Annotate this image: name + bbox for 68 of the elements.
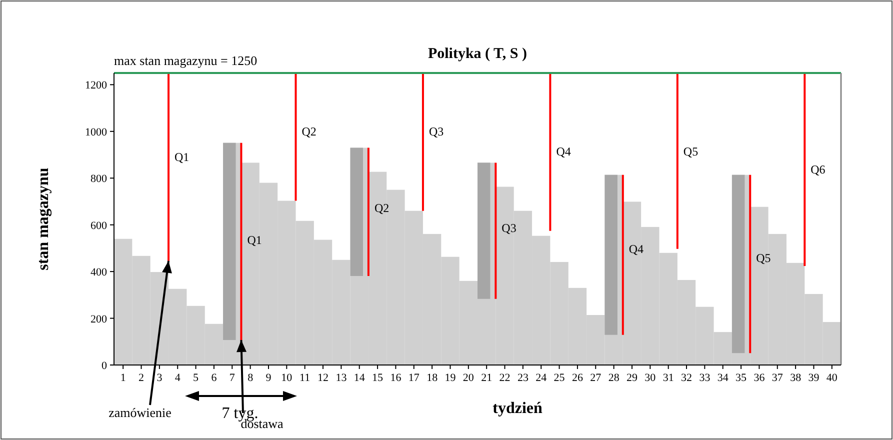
annotation: Q5 — [683, 144, 698, 159]
x-tick-label: 4 — [174, 372, 181, 384]
y-tick-label: 800 — [90, 173, 108, 186]
x-tick-label: 33 — [699, 372, 711, 384]
x-tick-label: 7 — [229, 372, 236, 384]
annotation: Q5 — [756, 250, 771, 265]
x-tick-label: 40 — [826, 372, 838, 384]
x-tick-label: 1 — [120, 372, 126, 384]
annotation: Q3 — [502, 220, 516, 235]
x-tick-label: 16 — [390, 372, 402, 384]
x-tick-label: 35 — [736, 372, 748, 384]
bar — [223, 142, 236, 340]
y-tick-label: 1200 — [85, 80, 108, 92]
x-tick-label: 37 — [772, 372, 784, 384]
x-tick-label: 24 — [536, 372, 548, 384]
annotation: Q1 — [174, 150, 190, 164]
bar — [732, 174, 745, 354]
y-tick-label: 0 — [102, 360, 108, 372]
x-tick-label: 3 — [156, 372, 163, 384]
x-tick-label: 19 — [444, 372, 456, 384]
ref-line-label: max stan magazynu = 1250 — [114, 53, 258, 68]
x-axis-title: tydzień — [492, 400, 542, 417]
x-tick-label: 36 — [754, 372, 766, 384]
x-tick-label: 32 — [681, 372, 692, 384]
x-tick-label: 22 — [499, 372, 510, 384]
x-tick-label: 27 — [590, 372, 602, 384]
x-tick-label: 5 — [193, 372, 200, 384]
x-tick-label: 26 — [572, 372, 584, 384]
x-tick-label: 30 — [644, 372, 656, 384]
x-tick-label: 23 — [517, 372, 529, 384]
x-tick-label: 20 — [462, 372, 474, 384]
annotation: Q2 — [302, 124, 316, 138]
bar — [350, 148, 363, 276]
x-tick-label: 14 — [354, 372, 366, 384]
x-tick-label: 8 — [248, 372, 254, 384]
y-tick-label: 600 — [90, 220, 108, 232]
x-tick-label: 17 — [408, 372, 420, 384]
x-tick-label: 31 — [662, 372, 674, 384]
x-tick-label: 18 — [426, 372, 438, 384]
annotation: Q4 — [628, 242, 644, 256]
x-tick-label: 10 — [281, 372, 293, 384]
chart-title: Polityka ( T, S ) — [428, 46, 528, 62]
annotation: Q6 — [810, 162, 826, 177]
annotation: zamówienie — [108, 405, 172, 420]
annotation: Q1 — [247, 232, 262, 247]
y-tick-label: 400 — [90, 266, 108, 279]
bar — [604, 174, 618, 335]
annotation: Q4 — [556, 144, 571, 159]
y-axis-title: stan magazynu — [35, 168, 52, 270]
annotation: Q2 — [374, 200, 390, 215]
x-tick-label: 11 — [300, 372, 310, 384]
annotation: Q3 — [428, 124, 444, 138]
x-tick-label: 39 — [808, 372, 820, 384]
x-tick-label: 12 — [318, 372, 329, 384]
x-tick-label: 15 — [372, 372, 384, 384]
x-tick-label: 34 — [717, 372, 729, 384]
x-tick-label: 38 — [790, 372, 802, 384]
bar — [478, 162, 490, 299]
x-tick-label: 29 — [626, 372, 638, 384]
x-tick-label: 28 — [608, 372, 620, 384]
x-tick-label: 21 — [481, 372, 492, 384]
x-tick-label: 25 — [554, 372, 566, 384]
x-tick-label: 9 — [266, 372, 272, 384]
y-tick-label: 1000 — [85, 126, 108, 138]
x-tick-label: 13 — [336, 372, 348, 384]
x-tick-label: 2 — [138, 372, 144, 384]
x-tick-label: 6 — [211, 372, 218, 384]
y-tick-label: 200 — [90, 313, 108, 326]
